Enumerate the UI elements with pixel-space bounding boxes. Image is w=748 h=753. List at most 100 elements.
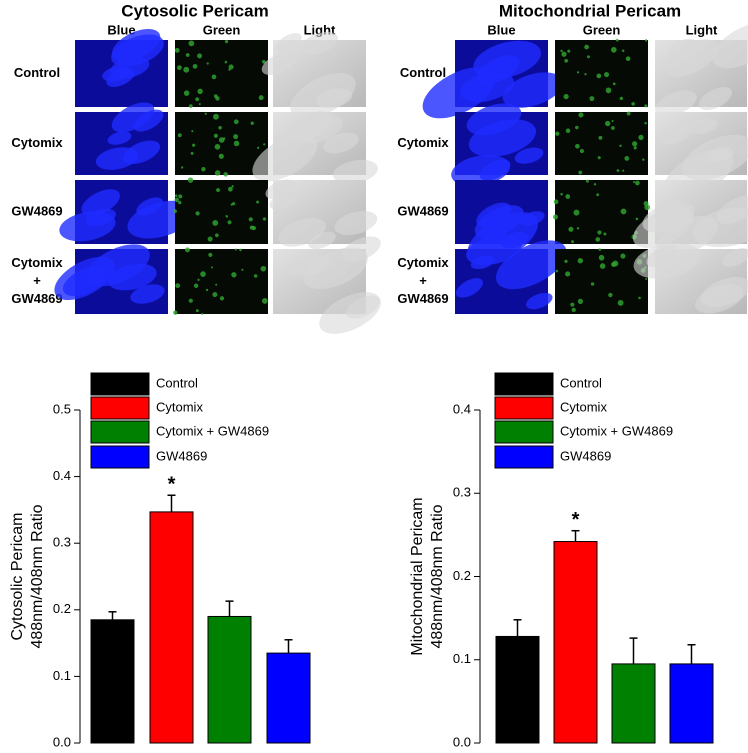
y-axis-label: Cytosolic Pericam (9, 512, 26, 640)
micrograph-feature (323, 132, 359, 154)
micrograph-feature (584, 73, 587, 76)
micrograph-feature (565, 271, 571, 277)
micrograph (265, 179, 378, 250)
micrograph-feature (184, 247, 190, 253)
micrograph-feature (563, 94, 569, 100)
micrograph-feature (188, 104, 193, 108)
micrograph-feature (319, 292, 381, 334)
micrograph-feature (261, 298, 268, 304)
micrograph (59, 180, 194, 244)
micrograph-feature (233, 134, 239, 140)
micrograph-feature (645, 277, 648, 281)
micrograph-feature (173, 209, 177, 214)
micrograph-feature (526, 292, 553, 310)
micrograph (555, 248, 648, 314)
legend-label: GW4869 (156, 448, 207, 463)
micrograph-feature (208, 252, 213, 257)
micrograph-feature (300, 31, 338, 56)
micrograph-feature (107, 131, 132, 145)
micrograph-feature (716, 195, 748, 225)
micrograph-feature (597, 156, 601, 160)
micrograph-feature (175, 194, 178, 197)
row-label: GW4869 (11, 203, 62, 218)
row-label: GW4869 (397, 291, 448, 306)
micrograph-feature (250, 121, 254, 125)
micrograph-feature (682, 134, 748, 181)
micrograph-feature (261, 59, 266, 64)
row-label: Control (14, 65, 60, 80)
micrograph-feature (81, 189, 120, 216)
micrograph-feature (575, 143, 580, 149)
row-label: + (33, 273, 41, 288)
row-label: GW4869 (11, 291, 62, 306)
micrograph-feature (655, 90, 697, 117)
micrograph-feature (631, 102, 635, 106)
legend-swatch (494, 445, 554, 469)
micrograph-feature (611, 119, 614, 123)
bar (266, 652, 311, 744)
micrograph-feature (596, 73, 602, 79)
legend-swatch (90, 445, 150, 469)
micrograph-feature (188, 298, 193, 303)
micrograph (261, 31, 366, 119)
micrograph-feature (575, 125, 579, 130)
micrograph-feature (712, 22, 748, 69)
y-tick-label: 0.5 (53, 401, 71, 416)
micrograph-feature (111, 34, 164, 67)
micrograph-feature (644, 104, 648, 108)
micrograph-feature (451, 154, 511, 187)
row-label: Cytomix (397, 135, 449, 150)
micrograph-feature (261, 52, 297, 76)
micrograph-feature (214, 170, 221, 176)
micrograph-feature (174, 197, 180, 203)
micrograph-feature (617, 299, 624, 306)
micrograph-feature (188, 40, 195, 47)
micrograph-feature (224, 60, 228, 64)
y-tick-label: 0.4 (53, 468, 71, 483)
micrograph-feature (620, 253, 626, 259)
micrograph-feature (632, 180, 636, 184)
micrograph-feature (214, 233, 219, 238)
micrograph-feature (215, 283, 218, 286)
micrograph-feature (468, 119, 537, 157)
micrograph-feature (107, 263, 157, 291)
micrograph-bg (175, 180, 268, 244)
micrograph-feature (644, 39, 648, 42)
micrograph-feature (256, 146, 260, 149)
micrograph (552, 179, 651, 244)
y-tick-label: 0.0 (453, 734, 471, 749)
micrograph-feature (341, 236, 381, 262)
micrograph-feature (577, 258, 584, 264)
micrograph-feature (571, 240, 574, 244)
micrograph-feature (596, 193, 600, 197)
legend-label: GW4869 (560, 448, 611, 463)
micrograph-feature (578, 112, 584, 118)
bar (207, 615, 252, 744)
micrograph-feature (595, 237, 601, 242)
micrograph (655, 112, 748, 198)
micrograph (632, 180, 748, 257)
legend-label: Cytomix + GW4869 (560, 423, 673, 438)
micrograph-feature (470, 255, 495, 270)
legend-label: Cytomix (560, 399, 607, 414)
bar (90, 619, 135, 744)
significance-mark: * (572, 509, 580, 531)
micrograph-feature (218, 153, 224, 159)
micrograph-feature (633, 242, 701, 279)
legend-swatch (90, 372, 150, 396)
micrograph (75, 102, 168, 175)
micrograph-feature (251, 225, 257, 231)
micrograph-feature (193, 283, 199, 288)
column-header: Light (686, 22, 718, 37)
micrograph-feature (333, 159, 378, 184)
micrograph-feature (579, 148, 585, 154)
micrograph-feature (561, 51, 567, 57)
micrograph-feature (228, 68, 231, 71)
bar (553, 541, 598, 744)
y-tick-label: 0.3 (53, 535, 71, 550)
micrograph-feature (700, 277, 748, 308)
micrograph-feature (573, 209, 580, 216)
micrograph-feature (642, 201, 695, 233)
micrograph-feature (302, 116, 344, 144)
micrograph-feature (197, 88, 203, 95)
